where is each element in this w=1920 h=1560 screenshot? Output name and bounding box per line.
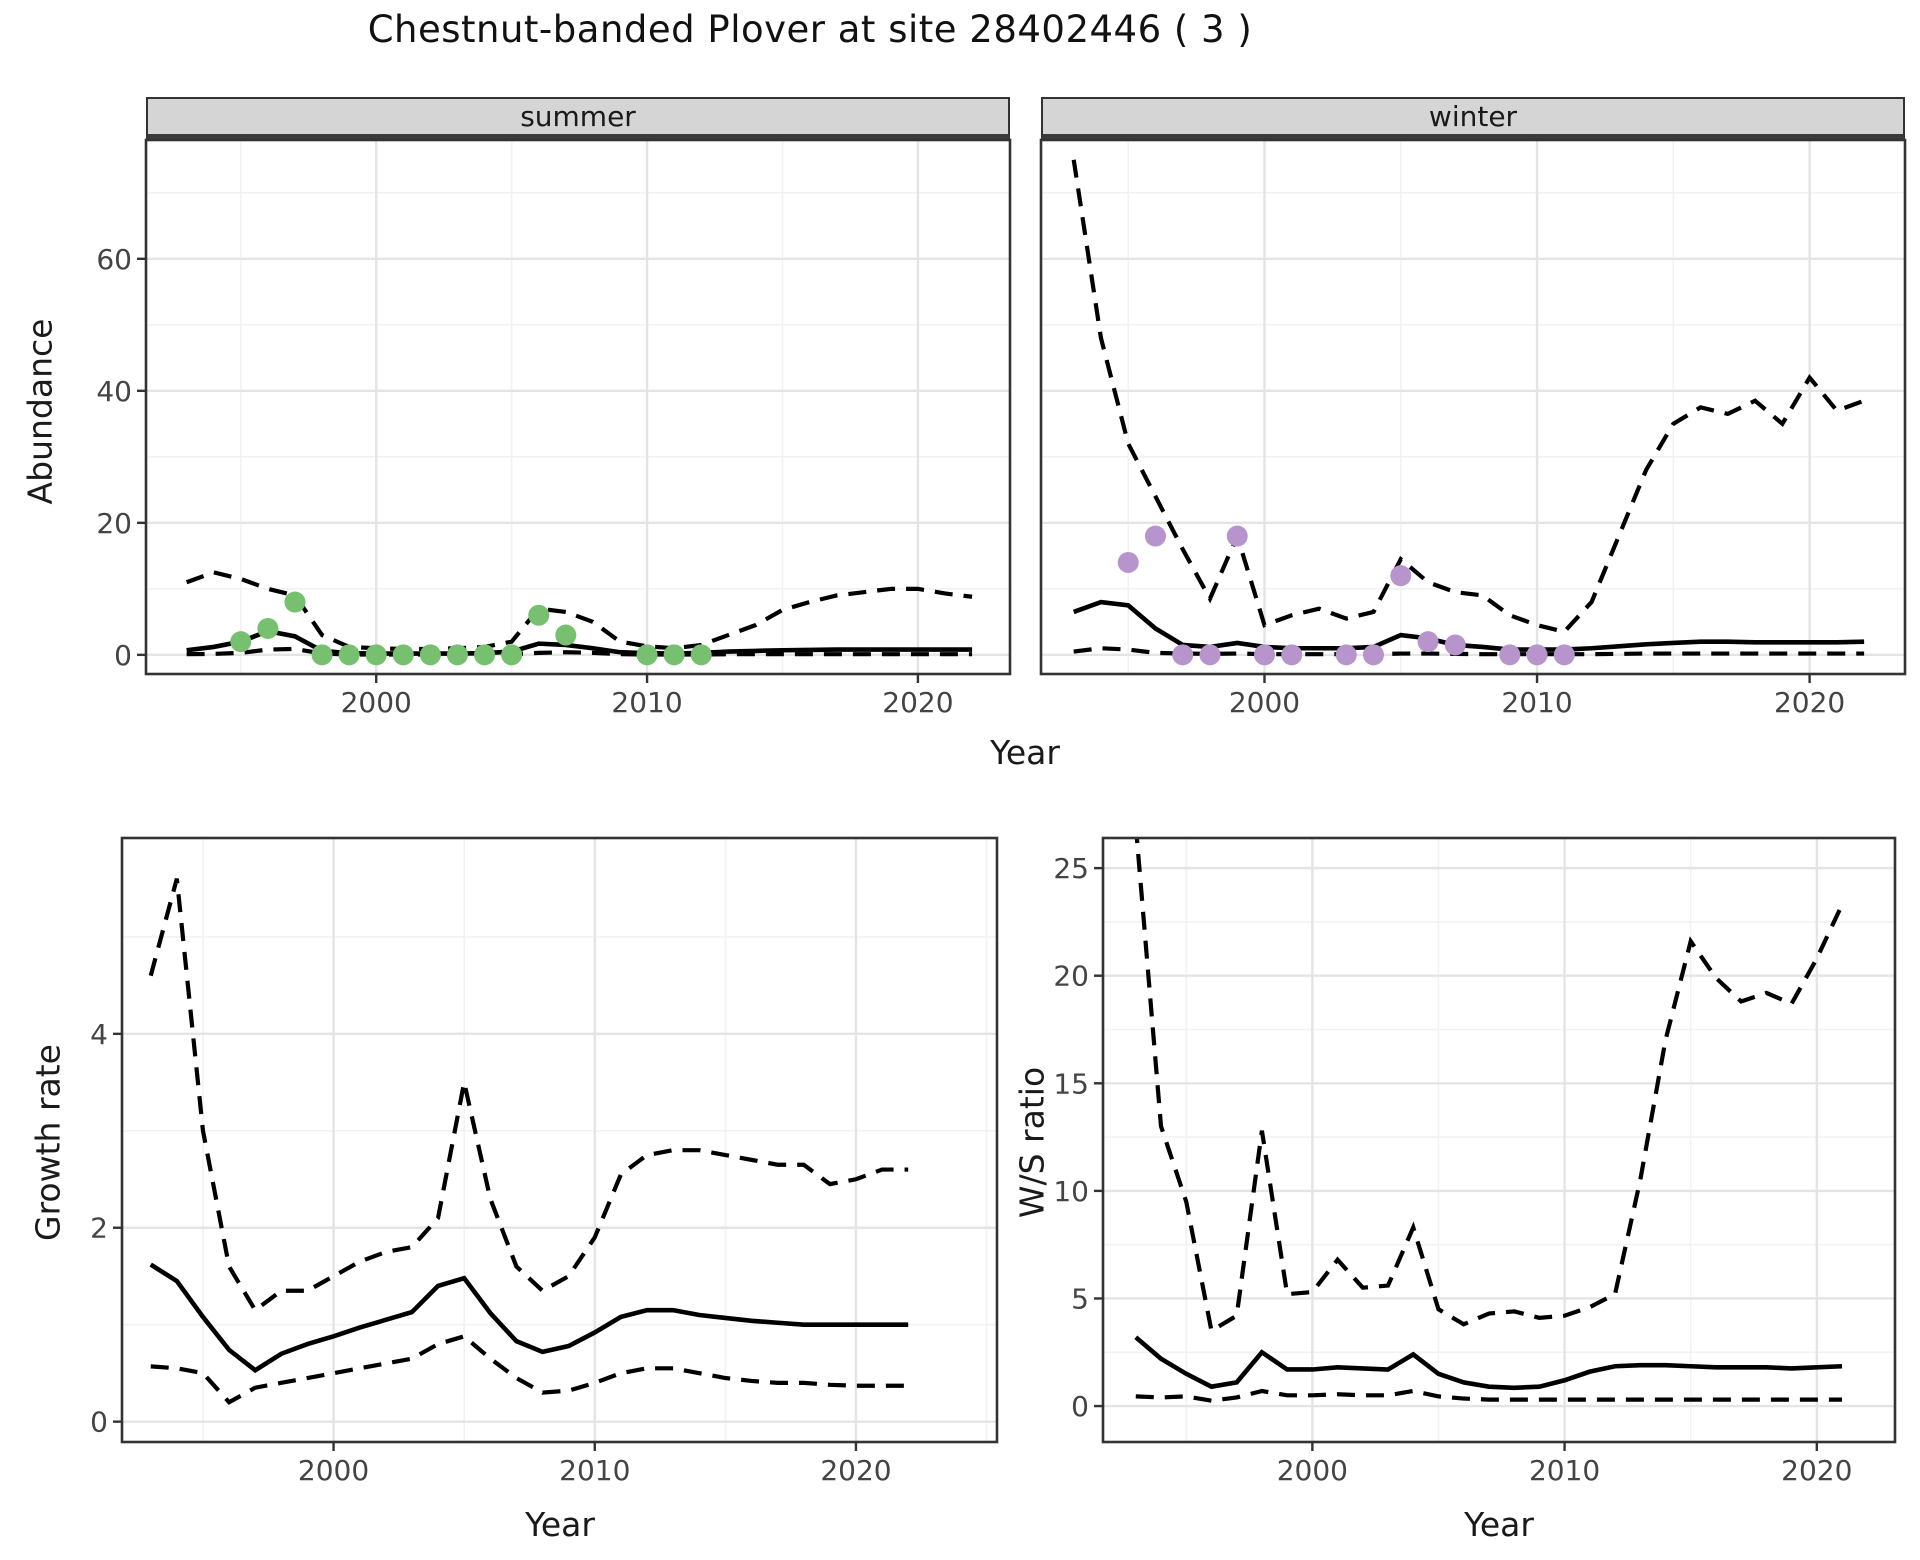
observation-point [446,644,468,666]
y-axis-title-abundance: Abundance [20,318,60,505]
observation-point [690,644,712,666]
x-axis-title-year-bottom-left: Year [525,1505,595,1544]
abundance-summer-panel: 2000 2010 2020 0 20 40 60 [96,138,1012,719]
x-tick-label: 2000 [341,686,412,719]
observation-point [1144,525,1166,547]
observation-point [257,617,279,639]
y-axis-title-ws-ratio: W/S ratio [1012,1066,1052,1219]
observation-point [555,624,577,646]
y-tick-label: 2 [90,1212,108,1245]
abundance-winter-panel: 2000 2010 2020 [1039,138,1907,719]
observation-point [311,644,333,666]
y-tick-label: 60 [96,243,132,276]
facet-strip-summer-label: summer [520,100,636,133]
x-tick-label: 2020 [882,686,953,719]
observation-point [1117,551,1139,573]
observation-point [636,644,658,666]
observation-point [365,644,387,666]
observation-point [338,644,360,666]
observation-point [1335,644,1357,666]
facet-strip-winter-label: winter [1428,100,1518,133]
x-tick-label: 2010 [1501,686,1572,719]
y-tick-label: 4 [90,1018,108,1051]
x-tick-label: 2010 [559,1454,630,1487]
y-tick-label: 25 [1053,852,1089,885]
y-tick-label: 15 [1053,1067,1089,1100]
y-tick-label: 5 [1071,1282,1089,1315]
observation-point [474,644,496,666]
observation-point [1363,644,1385,666]
observation-point [284,591,306,613]
y-axis-title-growth-rate: Growth rate [28,1044,68,1241]
observation-point [1526,644,1548,666]
facet-strip-summer: summer [146,97,1010,139]
x-tick-label: 2020 [1781,1454,1852,1487]
observation-point [1553,644,1575,666]
observation-point [419,644,441,666]
observation-point [1499,644,1521,666]
observation-point [501,644,523,666]
observation-point [1444,634,1466,656]
x-tick-label: 2000 [1277,1454,1348,1487]
x-tick-label: 2000 [1229,686,1300,719]
x-axis-title-year-top: Year [990,733,1060,772]
observation-point [1172,644,1194,666]
y-tick-label: 40 [96,375,132,408]
y-tick-label: 0 [90,1406,108,1439]
observation-point [663,644,685,666]
facet-strip-winter: winter [1041,97,1905,139]
observation-point [528,604,550,626]
y-tick-label: 0 [114,639,132,672]
y-tick-label: 20 [96,507,132,540]
y-tick-label: 10 [1053,1175,1089,1208]
observation-point [230,631,252,653]
observation-point [1390,565,1412,587]
x-tick-label: 2020 [1774,686,1845,719]
x-tick-label: 2010 [1529,1454,1600,1487]
x-tick-label: 2020 [820,1454,891,1487]
observation-point [1281,644,1303,666]
growth-rate-panel: 2000 2010 2020 0 2 4 [90,836,999,1487]
observation-point [1417,631,1439,653]
ws-ratio-panel: 2000 2010 2020 0 5 10 15 20 25 [1053,836,1897,1487]
x-tick-label: 2010 [611,686,682,719]
observation-point [392,644,414,666]
observation-point [1199,644,1221,666]
x-axis-title-year-bottom-right: Year [1464,1505,1534,1544]
y-tick-label: 0 [1071,1390,1089,1423]
plot-title: Chestnut-banded Plover at site 28402446 … [367,8,1253,51]
x-tick-label: 2000 [298,1454,369,1487]
observation-point [1226,525,1248,547]
y-tick-label: 20 [1053,960,1089,993]
observation-point [1253,644,1275,666]
